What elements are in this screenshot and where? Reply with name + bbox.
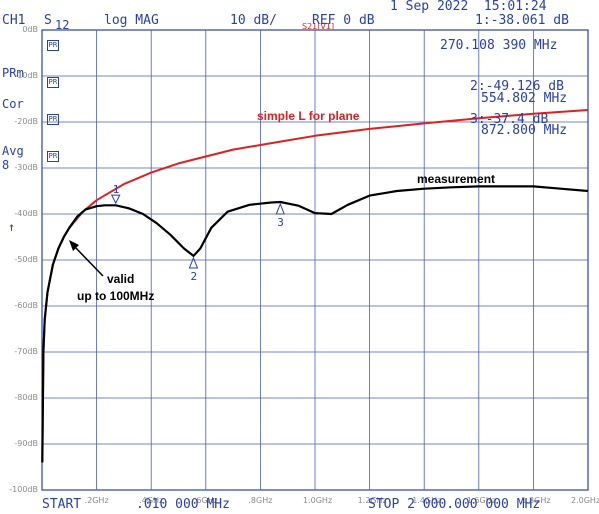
x-tick-label: .2GHz: [84, 496, 109, 505]
marker-2-triangle: [188, 256, 199, 269]
x-tick-label: 1.2GHz: [357, 496, 387, 505]
softkey-icon-3: PR: [47, 114, 59, 125]
marker3-frequency: 872.800 MHz: [481, 123, 568, 138]
marker2-readout: 2:-49.126 dB: [470, 79, 564, 94]
annotation-valid: valid: [107, 272, 135, 286]
footer-start-value: .010 000 MHz: [136, 497, 230, 512]
footer-start: START: [42, 497, 82, 512]
x-tick-label: 1.4GHz: [412, 496, 442, 505]
y-tick-label: -40dB: [14, 209, 38, 218]
sidebar-avg-count: 8: [2, 158, 10, 172]
header-channel: CH1: [2, 13, 26, 28]
marker-1-label: 1: [113, 183, 120, 196]
valid-arrow: [69, 240, 104, 277]
header-ref: REF 0 dB: [312, 13, 375, 28]
x-tick-label: 1.0GHz: [303, 496, 333, 505]
softkey-icon-1: PR: [47, 40, 59, 51]
y-tick-label: -80dB: [14, 393, 38, 402]
marker-3-triangle: [275, 202, 286, 215]
header-scale: 10 dB/: [230, 13, 277, 28]
marker-2-label: 2: [190, 270, 197, 283]
y-tick-label: -60dB: [14, 301, 38, 310]
y-tick-label: -30dB: [14, 163, 38, 172]
x-tick-label: .6GHz: [193, 496, 218, 505]
marker-3-label: 3: [277, 216, 284, 229]
header-param: S: [44, 13, 52, 28]
y-tick-label: -10dB: [14, 71, 38, 80]
marker2-frequency: 554.802 MHz: [481, 91, 568, 106]
y-tick-label: -20dB: [14, 117, 38, 126]
x-tick-label: 1.6GHz: [466, 496, 496, 505]
sidebar-prm: PRm: [2, 66, 24, 80]
marker3-readout: 3:-37.4 dB: [470, 112, 549, 127]
trace-tag: S21[V1]: [302, 22, 335, 31]
y-tick-label: -100dB: [9, 485, 38, 494]
footer-stop: STOP 2 000.000 000 MHz: [368, 497, 541, 512]
x-tick-label: .8GHz: [248, 496, 273, 505]
sidebar-cor: Cor: [2, 97, 24, 111]
annotation-simple-l: simple L for plane: [257, 109, 360, 123]
x-tick-label: 2.0GHz: [571, 496, 599, 505]
y-tick-label: 0dB: [22, 25, 38, 34]
header-date: 1 Sep 2022 15:01:24: [390, 0, 547, 14]
marker-layer: 1 2 3: [69, 183, 286, 283]
sidebar-avg: Avg: [2, 144, 24, 158]
annotation-valid-range: up to 100MHz: [77, 289, 155, 303]
sidebar-arrow-icon: ↑: [8, 220, 16, 234]
marker1-frequency: 270.108 390 MHz: [440, 38, 558, 53]
header-param-sub: 12: [55, 18, 70, 32]
annotation-measurement: measurement: [417, 172, 496, 186]
y-tick-label: -50dB: [14, 255, 38, 264]
marker-1-triangle: [110, 194, 121, 205]
plot-grid: [41, 29, 589, 491]
y-tick-label: -70dB: [14, 347, 38, 356]
series-layer: [41, 109, 589, 463]
softkey-icon-4: PR: [47, 151, 59, 162]
series-line-measurement: [41, 185, 589, 463]
softkey-icon-2: PR: [47, 77, 59, 88]
x-tick-label: .4GHz: [139, 496, 164, 505]
marker1-readout: 1:-38.061 dB: [475, 13, 569, 28]
y-tick-label: -90dB: [14, 439, 38, 448]
header-format: log MAG: [104, 13, 159, 28]
x-tick-label: 1.8GHz: [521, 496, 551, 505]
